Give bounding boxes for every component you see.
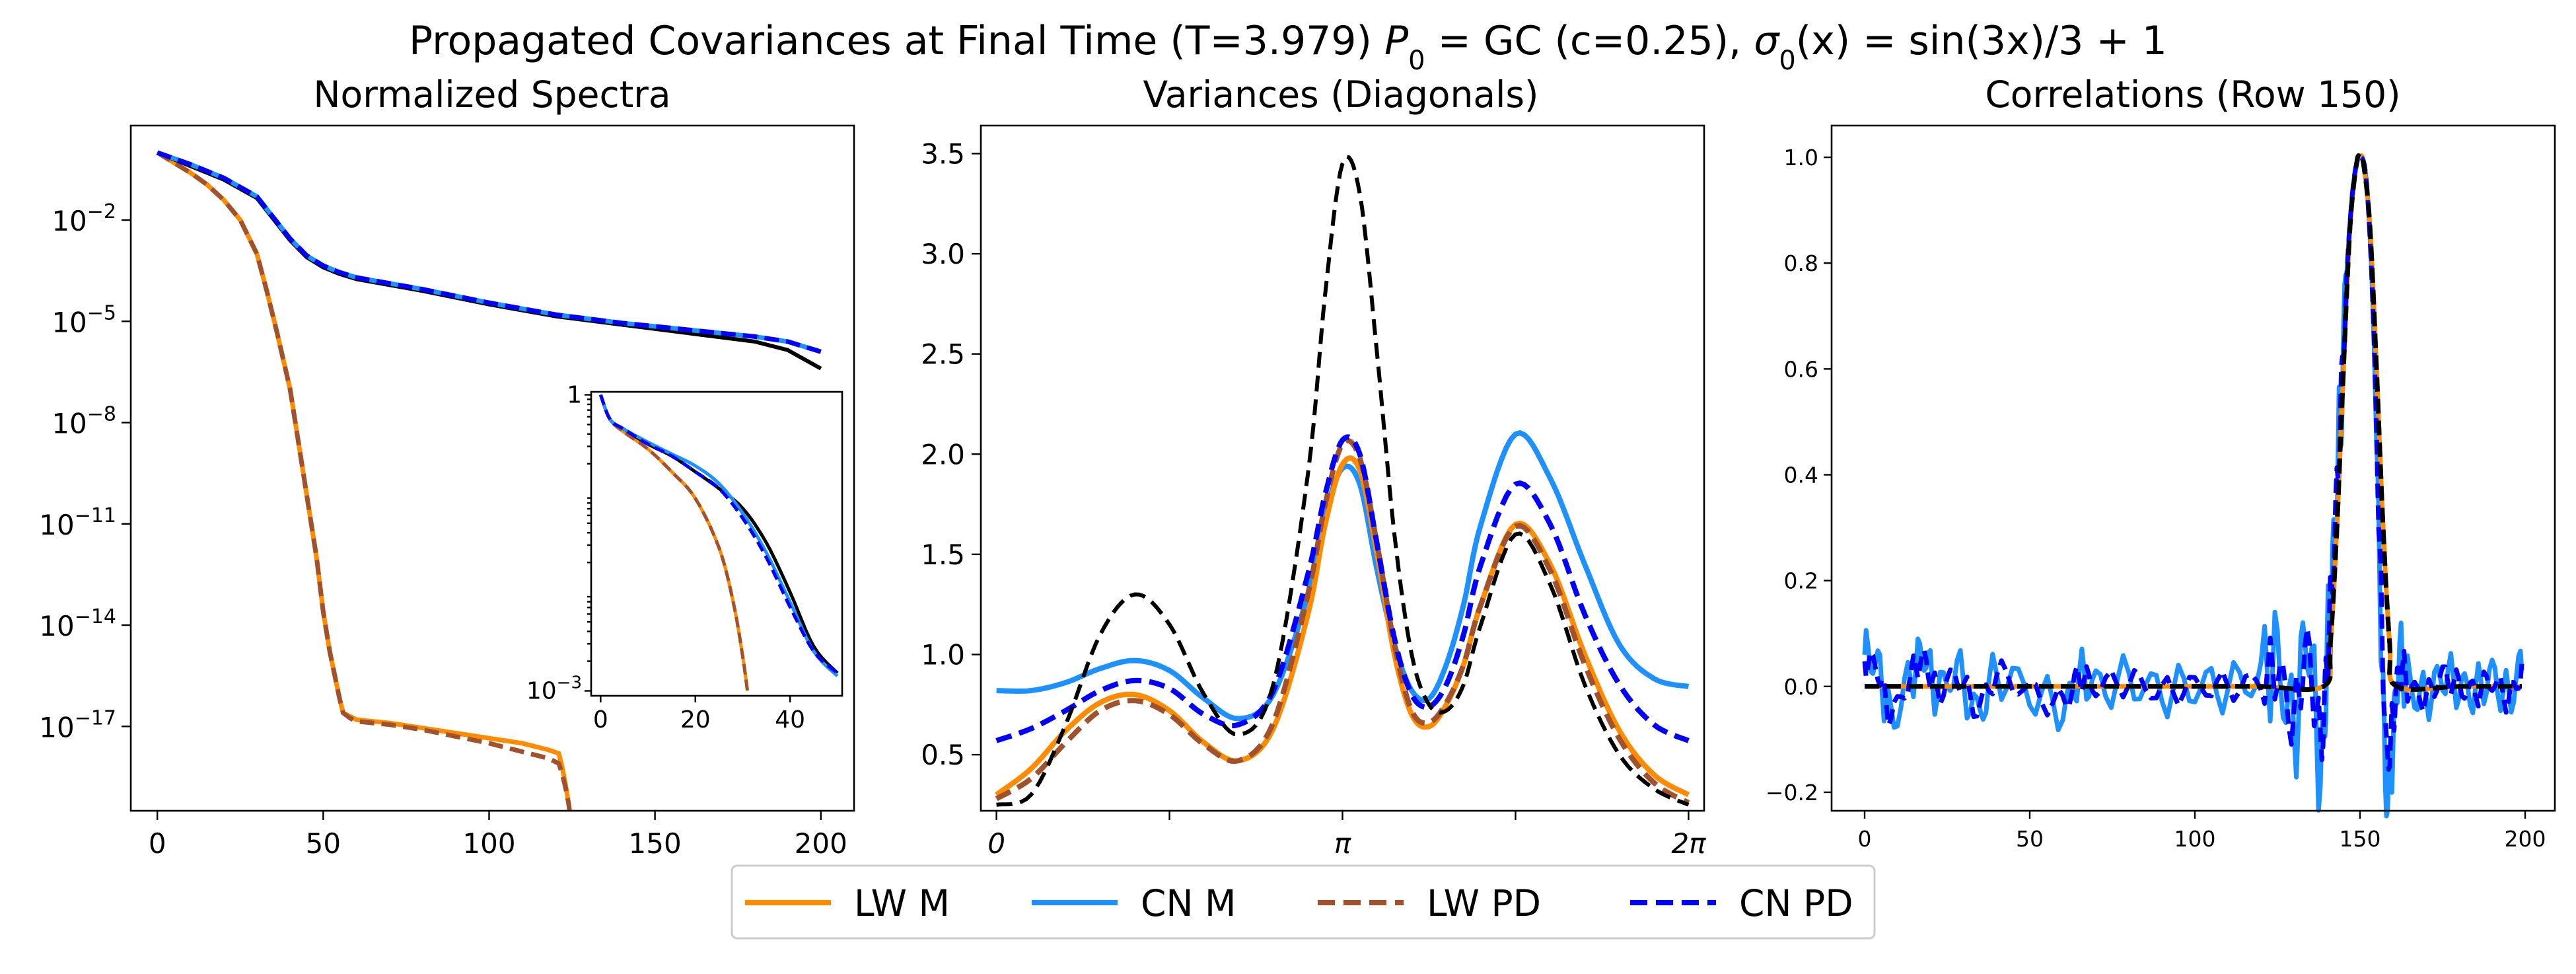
legend-label: LW M bbox=[854, 882, 950, 924]
correlations-series-lw-m bbox=[1865, 153, 2522, 693]
spectra-y-tick-label: 10−14 bbox=[39, 605, 116, 642]
variances-y-tick-label: 2.0 bbox=[921, 438, 965, 470]
variances-x-tick-label: π bbox=[1334, 827, 1351, 860]
legend-label: CN PD bbox=[1739, 882, 1853, 924]
inset-x-tick-label: 20 bbox=[680, 706, 711, 733]
spectra-x-tick-label: 0 bbox=[149, 827, 166, 860]
inset-x-ticks: 0 20 40 bbox=[593, 696, 805, 733]
variances-y-tick-label: 3.0 bbox=[921, 238, 965, 270]
correlations-x-ticks: 0 50 100 150 200 bbox=[1858, 811, 2546, 852]
spectra-y-tick-label: 10−8 bbox=[52, 403, 116, 440]
inset-y-ticks: 1 10−3 bbox=[526, 381, 591, 705]
inset-x-tick-label: 0 bbox=[593, 706, 608, 733]
spectra-series-lw-pd bbox=[156, 150, 572, 811]
spectra-y-tick-label: 10−5 bbox=[52, 301, 116, 338]
correlations-y-tick-label: 1.0 bbox=[1784, 145, 1818, 170]
spectra-y-tick-label: 10−17 bbox=[39, 706, 116, 743]
variances-y-tick-label: 1.5 bbox=[921, 539, 965, 571]
spectra-inset: 0 20 40 1 10−3 bbox=[526, 381, 843, 733]
variances-y-tick-label: 3.5 bbox=[921, 137, 965, 170]
inset-y-tick-label: 10−3 bbox=[526, 673, 582, 704]
spectra-series-cn-pd bbox=[157, 150, 822, 354]
correlations-series-lw-pd bbox=[1865, 153, 2522, 693]
spectra-title: Normalized Spectra bbox=[313, 73, 670, 116]
spectra-x-tick-label: 100 bbox=[462, 827, 515, 860]
spectra-y-tick-label: 10−11 bbox=[39, 504, 116, 541]
spectra-x-tick-label: 150 bbox=[629, 827, 682, 860]
spectra-x-tick-label: 200 bbox=[795, 827, 847, 860]
correlations-y-tick-label: 0.4 bbox=[1784, 463, 1818, 488]
legend-label: CN M bbox=[1141, 882, 1236, 924]
correlations-y-tick-label: −0.2 bbox=[1766, 780, 1818, 805]
correlations-y-tick-label: 0.6 bbox=[1784, 356, 1818, 382]
correlations-y-tick-label: 0.2 bbox=[1784, 568, 1818, 594]
variances-x-tick-label: 0 bbox=[987, 827, 1005, 860]
variances-y-tick-label: 1.0 bbox=[921, 638, 965, 671]
variances-series-lw-m bbox=[995, 455, 1690, 798]
correlations-y-tick-label: 0.8 bbox=[1784, 250, 1818, 276]
correlations-title: Correlations (Row 150) bbox=[1985, 73, 2400, 116]
correlations-series-cn-m bbox=[1862, 155, 2524, 819]
correlations-y-ticks: −0.2 0.0 0.2 0.4 0.6 0.8 1.0 bbox=[1766, 145, 1832, 805]
correlations-y-tick-label: 0.0 bbox=[1784, 674, 1818, 700]
figure-title: Propagated Covariances at Final Time (T=… bbox=[409, 18, 2167, 76]
correlations-x-tick-label: 0 bbox=[1858, 826, 1872, 852]
correlations-series-group bbox=[1862, 153, 2524, 819]
variances-panel: Variances (Diagonals) 0 π 2π 0.5 1.0 1.5 2.0 2… bbox=[921, 73, 1706, 860]
variances-y-tick-label: 0.5 bbox=[921, 739, 965, 771]
legend-box bbox=[731, 864, 1876, 940]
variances-y-tick-label: 2.5 bbox=[921, 338, 965, 371]
variances-series-cn-m bbox=[996, 430, 1690, 722]
correlations-axes-frame bbox=[1830, 124, 2556, 812]
spectra-x-ticks: 0 50 100 150 200 bbox=[149, 811, 847, 860]
variances-x-tick-label: 2π bbox=[1671, 827, 1706, 860]
correlations-series-cn-pd bbox=[1862, 155, 2524, 772]
correlations-x-tick-label: 50 bbox=[2016, 826, 2044, 852]
legend: LW M CN M LW PD CN PD bbox=[731, 864, 1876, 940]
correlations-x-tick-label: 100 bbox=[2174, 826, 2216, 852]
variances-x-ticks: 0 π 2π bbox=[987, 811, 1706, 860]
variances-series-cn-pd bbox=[995, 434, 1690, 743]
variances-series-reference bbox=[996, 155, 1690, 807]
variances-title: Variances (Diagonals) bbox=[1143, 73, 1538, 116]
inset-x-tick-label: 40 bbox=[775, 706, 805, 733]
correlations-x-tick-label: 200 bbox=[2505, 826, 2546, 852]
inset-axes-frame bbox=[590, 391, 843, 697]
spectra-y-tick-label: 10−2 bbox=[52, 200, 116, 237]
inset-y-tick-label: 1 bbox=[567, 381, 582, 408]
correlations-panel: Correlations (Row 150) 0 50 100 150 200 −0.2… bbox=[1766, 73, 2556, 852]
spectra-y-ticks: 10−2 10−5 10−8 10−11 10−14 10−17 bbox=[39, 200, 131, 743]
correlations-series-reference bbox=[1865, 153, 2522, 693]
variances-series-group bbox=[995, 155, 1690, 807]
spectra-series-group bbox=[156, 150, 822, 811]
spectra-axes-frame bbox=[129, 124, 855, 812]
legend-label: LW PD bbox=[1427, 882, 1541, 924]
inset-series-cn-pd bbox=[598, 394, 839, 675]
variances-series-lw-pd bbox=[995, 438, 1690, 805]
variances-y-ticks: 0.5 1.0 1.5 2.0 2.5 3.0 3.5 bbox=[921, 137, 981, 771]
inset-series-group bbox=[598, 394, 839, 691]
correlations-x-tick-label: 150 bbox=[2340, 826, 2381, 852]
spectra-series-lw-m bbox=[156, 150, 572, 811]
spectra-x-tick-label: 50 bbox=[306, 827, 341, 860]
spectra-panel: Normalized Spectra 0 50 100 150 200 10−210−5… bbox=[39, 73, 855, 860]
